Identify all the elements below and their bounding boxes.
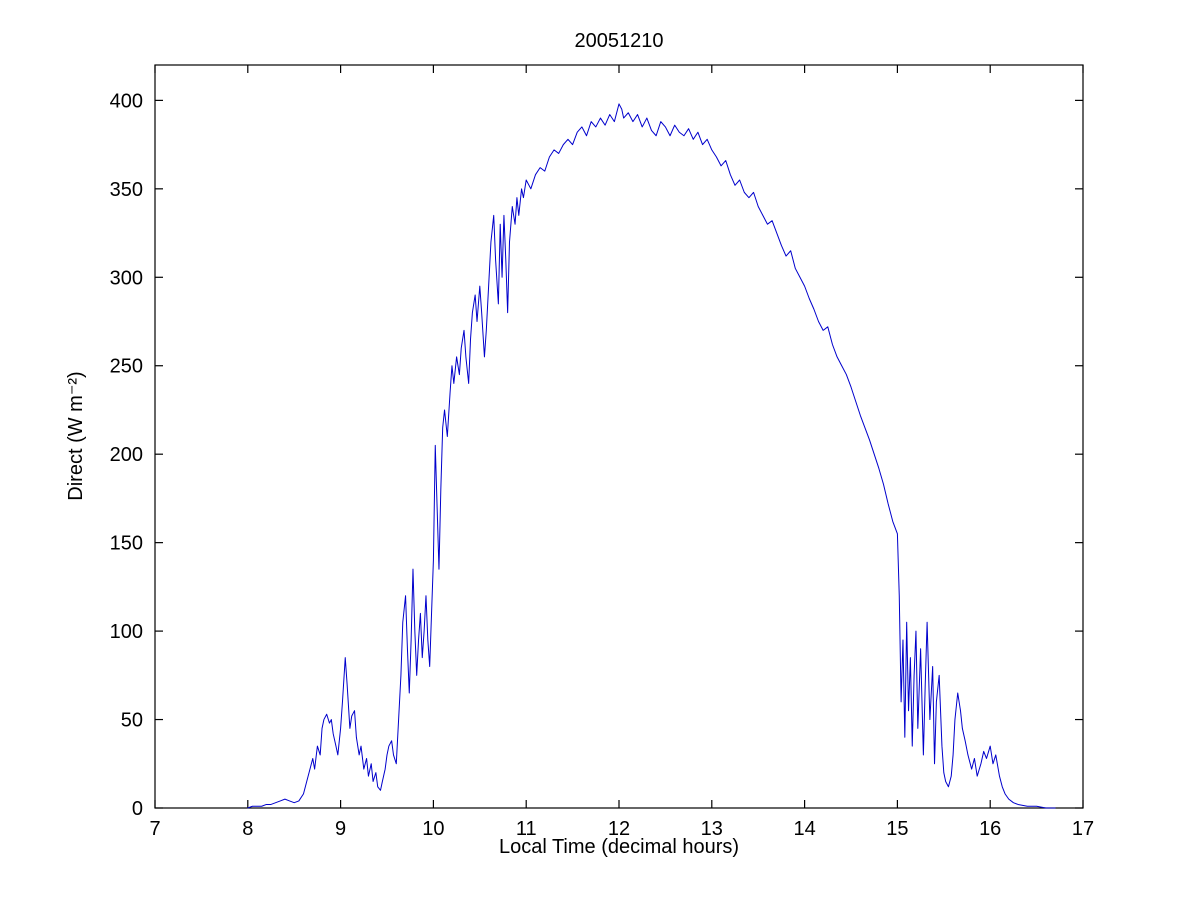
x-tick-label: 8 <box>242 818 253 840</box>
x-tick-label: 15 <box>886 818 908 840</box>
x-tick-label: 12 <box>608 818 630 840</box>
ticks-layer: 7 8 9 10 11 12 13 14 15 16 17 0 50 100 150 200 250 300 350… <box>110 65 1094 840</box>
y-tick-label: 50 <box>121 710 143 732</box>
x-tick-label: 13 <box>701 818 723 840</box>
x-tick-label: 17 <box>1072 818 1094 840</box>
y-axis-label: Direct (W m⁻²) <box>65 371 87 500</box>
y-tick-label: 0 <box>132 798 143 820</box>
data-line <box>247 103 1056 809</box>
x-axis-label: Local Time (decimal hours) <box>499 836 739 858</box>
y-tick-label: 150 <box>110 533 143 555</box>
x-tick-label: 14 <box>793 818 815 840</box>
x-tick-label: 7 <box>149 818 160 840</box>
x-tick-label: 16 <box>979 818 1001 840</box>
y-tick-label: 200 <box>110 444 143 466</box>
y-tick-label: 350 <box>110 179 143 201</box>
series-layer <box>247 103 1056 809</box>
plot-box <box>154 64 1084 809</box>
x-tick-label: 11 <box>516 818 537 840</box>
y-tick-label: 250 <box>110 356 143 378</box>
y-tick-label: 300 <box>110 267 143 289</box>
x-tick-label: 10 <box>422 818 444 840</box>
chart-title: 20051210 <box>575 30 664 52</box>
y-tick-label: 400 <box>110 90 143 112</box>
y-tick-label: 100 <box>110 621 143 643</box>
x-tick-label: 9 <box>335 818 346 840</box>
